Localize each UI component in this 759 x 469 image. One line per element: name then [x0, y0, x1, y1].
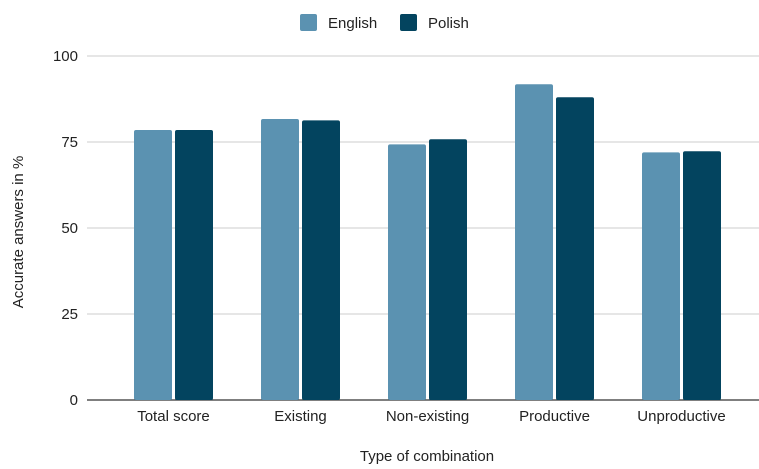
legend: English Polish: [300, 14, 469, 32]
legend-label-polish: Polish: [428, 15, 469, 32]
legend-swatch-english: [300, 14, 317, 31]
y-tick-label: 25: [61, 306, 78, 323]
bar-english-total-score: [134, 129, 172, 400]
bar-english-unproductive: [642, 152, 680, 400]
x-axis-title: Type of combination: [360, 448, 494, 464]
bar-polish-existing: [302, 120, 340, 400]
x-tick-label: Total score: [137, 408, 210, 425]
y-axis: 0 25 50 75 100: [53, 48, 78, 409]
y-tick-label: 50: [61, 220, 78, 237]
bar-english-existing: [261, 118, 299, 401]
bar-polish-total-score: [175, 129, 213, 400]
x-tick-label: Productive: [519, 408, 590, 425]
y-tick-label: 75: [61, 134, 78, 151]
y-tick-label: 100: [53, 48, 78, 65]
x-axis: Total score Existing Non-existing Productiv…: [137, 408, 725, 425]
x-tick-label: Non-existing: [386, 408, 469, 425]
y-axis-title: Accurate answers in %: [10, 156, 27, 309]
bar-english-productive: [515, 84, 553, 400]
legend-swatch-polish: [400, 14, 417, 31]
y-tick-label: 0: [70, 392, 78, 409]
x-tick-label: Existing: [274, 408, 327, 425]
bar-polish-non-existing: [429, 139, 467, 401]
bar-english-non-existing: [388, 144, 426, 400]
x-tick-label: Unproductive: [637, 408, 725, 425]
bars: [134, 84, 721, 401]
bar-polish-productive: [556, 97, 594, 400]
bar-polish-unproductive: [683, 151, 721, 400]
legend-label-english: English: [328, 15, 377, 32]
